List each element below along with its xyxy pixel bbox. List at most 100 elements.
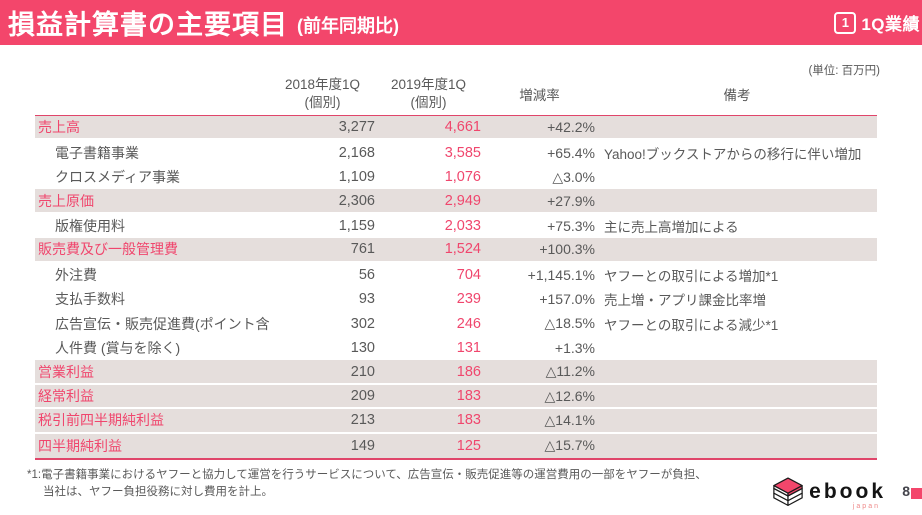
table-body: 売上高 3,277 4,661 +42.2% 電子書籍事業 2,168 3,58… xyxy=(35,116,877,461)
value-rate: +100.3% xyxy=(539,241,595,258)
value-fy2019: 2,949 xyxy=(444,192,481,209)
row-label: 売上高 xyxy=(38,119,80,136)
table-row: 売上高 3,277 4,661 +42.2% xyxy=(35,116,877,141)
row-label: 版権使用料 xyxy=(55,217,125,234)
table-row: 広告宣伝・販売促進費(ポイント含む) 302 246 △18.5% ヤフーとの取… xyxy=(35,312,877,336)
section-badge: 1 1Q業績 xyxy=(834,0,920,45)
logo-sub: japan xyxy=(852,502,880,510)
page-subtitle: (前年同期比) xyxy=(297,15,399,36)
footnote-line1: *1:電子書籍事業におけるヤフーと協力して運営を行うサービスについて、広告宣伝・… xyxy=(27,469,707,481)
row-label: 経常利益 xyxy=(38,388,94,405)
value-fy2018: 1,159 xyxy=(338,217,375,234)
table-row: 支払手数料 93 239 +157.0% 売上増・アプリ課金比率増 xyxy=(35,287,877,311)
value-fy2019: 1,524 xyxy=(444,241,481,258)
table-row: 外注費 56 704 +1,145.1% ヤフーとの取引による増加*1 xyxy=(35,263,877,287)
value-rate: △12.6% xyxy=(544,387,595,404)
corner-accent-square xyxy=(911,488,922,499)
value-fy2019: 186 xyxy=(456,363,481,380)
value-rate: △3.0% xyxy=(552,168,595,185)
value-fy2019: 183 xyxy=(456,388,481,405)
value-rate: △11.2% xyxy=(545,363,595,380)
logo-brand: ebook xyxy=(809,479,886,503)
table-row: 販売費及び一般管理費 761 1,524 +100.3% xyxy=(35,238,877,263)
value-fy2019: 131 xyxy=(456,340,481,357)
table-row: 版権使用料 1,159 2,033 +75.3% 主に売上高増加による xyxy=(35,214,877,238)
value-fy2018: 213 xyxy=(350,412,375,429)
table-row: 税引前四半期純利益 213 183 △14.1% xyxy=(35,409,877,434)
column-header-rate: 増減率 xyxy=(519,87,560,103)
logo-text: ebook japan xyxy=(809,481,886,510)
value-fy2018: 149 xyxy=(350,437,375,454)
value-fy2019: 246 xyxy=(456,315,481,332)
value-rate: +157.0% xyxy=(539,291,595,308)
row-label: 広告宣伝・販売促進費(ポイント含む) xyxy=(55,315,270,332)
table-row: 四半期純利益 149 125 △15.7% xyxy=(35,433,877,459)
column-header-fy2019: 2019年度1Q (個別) xyxy=(390,76,467,110)
table-row: 経常利益 209 183 △12.6% xyxy=(35,384,877,410)
value-rate: +75.3% xyxy=(547,217,595,234)
row-label: 支払手数料 xyxy=(55,291,125,308)
value-fy2018: 2,306 xyxy=(338,192,375,209)
value-note: ヤフーとの取引による増加*1 xyxy=(604,268,779,284)
table-row: クロスメディア事業 1,109 1,076 △3.0% xyxy=(35,165,877,189)
income-statement-table: 2018年度1Q (個別) 2019年度1Q (個別) 増減率 備考 売上高 3… xyxy=(35,72,877,461)
row-label: 販売費及び一般管理費 xyxy=(38,241,178,258)
value-fy2019: 3,585 xyxy=(444,144,481,161)
value-note: 主に売上高増加による xyxy=(604,219,739,235)
row-label: 電子書籍事業 xyxy=(55,144,139,161)
value-fy2018: 210 xyxy=(350,363,375,380)
value-fy2018: 761 xyxy=(350,241,375,258)
table-header-row: 2018年度1Q (個別) 2019年度1Q (個別) 増減率 備考 xyxy=(35,72,877,116)
table-row: 営業利益 210 186 △11.2% xyxy=(35,360,877,385)
value-note: ヤフーとの取引による減少*1 xyxy=(604,317,779,333)
ebook-japan-logo: ebook japan xyxy=(772,477,886,513)
book-stack-icon xyxy=(773,477,803,506)
title-bar: 損益計算書の主要項目 (前年同期比) 1 1Q業績 xyxy=(0,0,922,45)
table-row: 人件費 (賞与を除く) 130 131 +1.3% xyxy=(35,336,877,360)
value-note: 売上増・アプリ課金比率増 xyxy=(604,293,766,309)
value-rate: +1.3% xyxy=(554,340,595,357)
value-fy2018: 2,168 xyxy=(338,144,375,161)
footnote: *1:電子書籍事業におけるヤフーと協力して運営を行うサービスについて、広告宣伝・… xyxy=(27,467,707,502)
row-label: 四半期純利益 xyxy=(38,437,122,454)
value-fy2018: 93 xyxy=(358,291,375,308)
value-fy2019: 1,076 xyxy=(444,169,481,186)
value-rate: +27.9% xyxy=(547,192,595,209)
value-fy2018: 1,109 xyxy=(338,169,375,186)
table-row: 電子書籍事業 2,168 3,585 +65.4% Yahoo!ブックストアから… xyxy=(35,140,877,164)
value-rate: △18.5% xyxy=(544,315,595,332)
section-number-icon: 1 xyxy=(834,11,857,34)
value-rate: +65.4% xyxy=(547,144,595,161)
row-label: 人件費 (賞与を除く) xyxy=(55,340,181,357)
value-fy2019: 704 xyxy=(456,266,481,283)
unit-label: (単位: 百万円) xyxy=(808,65,880,77)
row-label: 売上原価 xyxy=(38,192,94,209)
value-rate: +42.2% xyxy=(547,119,595,136)
value-fy2019: 2,033 xyxy=(444,217,481,234)
page-number: 8 xyxy=(902,483,910,499)
column-header-fy2018: 2018年度1Q (個別) xyxy=(284,76,361,110)
page-title: 損益計算書の主要項目 xyxy=(8,10,288,40)
value-fy2018: 209 xyxy=(350,388,375,405)
value-fy2019: 125 xyxy=(456,437,481,454)
value-fy2018: 130 xyxy=(350,340,375,357)
value-fy2018: 302 xyxy=(350,315,375,332)
value-fy2019: 183 xyxy=(456,412,481,429)
row-label: クロスメディア事業 xyxy=(55,169,181,186)
row-label: 外注費 xyxy=(55,266,97,283)
column-header-note: 備考 xyxy=(723,87,751,103)
value-rate: △15.7% xyxy=(544,437,595,454)
value-fy2019: 4,661 xyxy=(444,119,481,136)
footnote-line2: 当社は、ヤフー負担役務に対し費用を計上。 xyxy=(43,486,273,499)
value-rate: +1,145.1% xyxy=(527,266,595,283)
value-fy2018: 3,277 xyxy=(338,119,375,136)
value-fy2018: 56 xyxy=(358,266,375,283)
value-rate: △14.1% xyxy=(544,411,595,428)
section-badge-label: 1Q業績 xyxy=(861,15,920,34)
value-note: Yahoo!ブックストアからの移行に伴い増加 xyxy=(604,146,862,162)
table-row: 売上原価 2,306 2,949 +27.9% xyxy=(35,189,877,214)
value-fy2019: 239 xyxy=(456,291,481,308)
row-label: 税引前四半期純利益 xyxy=(38,412,164,429)
row-label: 営業利益 xyxy=(38,363,94,380)
